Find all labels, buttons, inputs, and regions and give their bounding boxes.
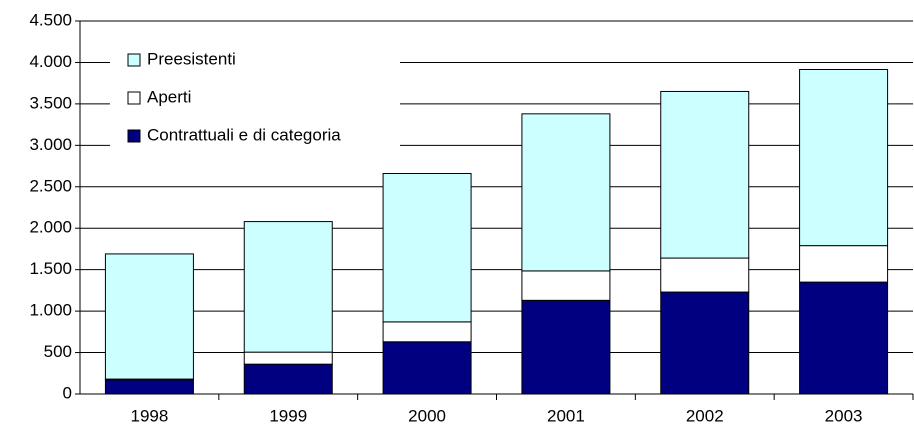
y-tick-label: 1.500 [29,259,72,278]
legend-box [110,36,400,158]
bar-segment [521,270,611,301]
y-tick-label: 500 [44,342,72,361]
bar-segment [382,173,472,323]
bar-segment [243,221,333,353]
bar-segment [104,253,194,380]
bar-segment [521,113,611,272]
y-tick-label: 0 [63,383,72,402]
y-tick-label: 3.000 [29,135,72,154]
bar-segment [799,245,889,283]
bar-segment [243,351,333,365]
bar-segment [382,341,472,395]
legend-swatch [127,91,141,105]
bar-segment [104,379,194,395]
y-tick-label: 1.000 [29,301,72,320]
legend-swatch [127,129,141,143]
legend-label: Preesistenti [147,49,236,68]
legend-swatch [127,53,141,67]
bar-segment [799,68,889,247]
bar-segment [382,321,472,343]
bar-segment [799,281,889,395]
x-tick-label: 2001 [547,406,585,425]
x-tick-label: 2003 [825,406,863,425]
x-tick-label: 2002 [686,406,724,425]
x-tick-label: 1998 [131,406,169,425]
x-tick-label: 2000 [408,406,446,425]
legend-label: Aperti [147,87,191,106]
y-tick-label: 2.500 [29,176,72,195]
bar-segment [660,90,750,259]
legend-label: Contrattuali e di categoria [147,125,341,144]
bar-segment [521,299,611,395]
bar-segment [660,291,750,395]
x-tick-label: 1999 [269,406,307,425]
bar-segment [660,257,750,293]
y-tick-label: 3.500 [29,93,72,112]
bar-segment [243,363,333,395]
y-tick-label: 4.500 [29,10,72,29]
y-tick-label: 4.000 [29,52,72,71]
y-tick-label: 2.000 [29,218,72,237]
